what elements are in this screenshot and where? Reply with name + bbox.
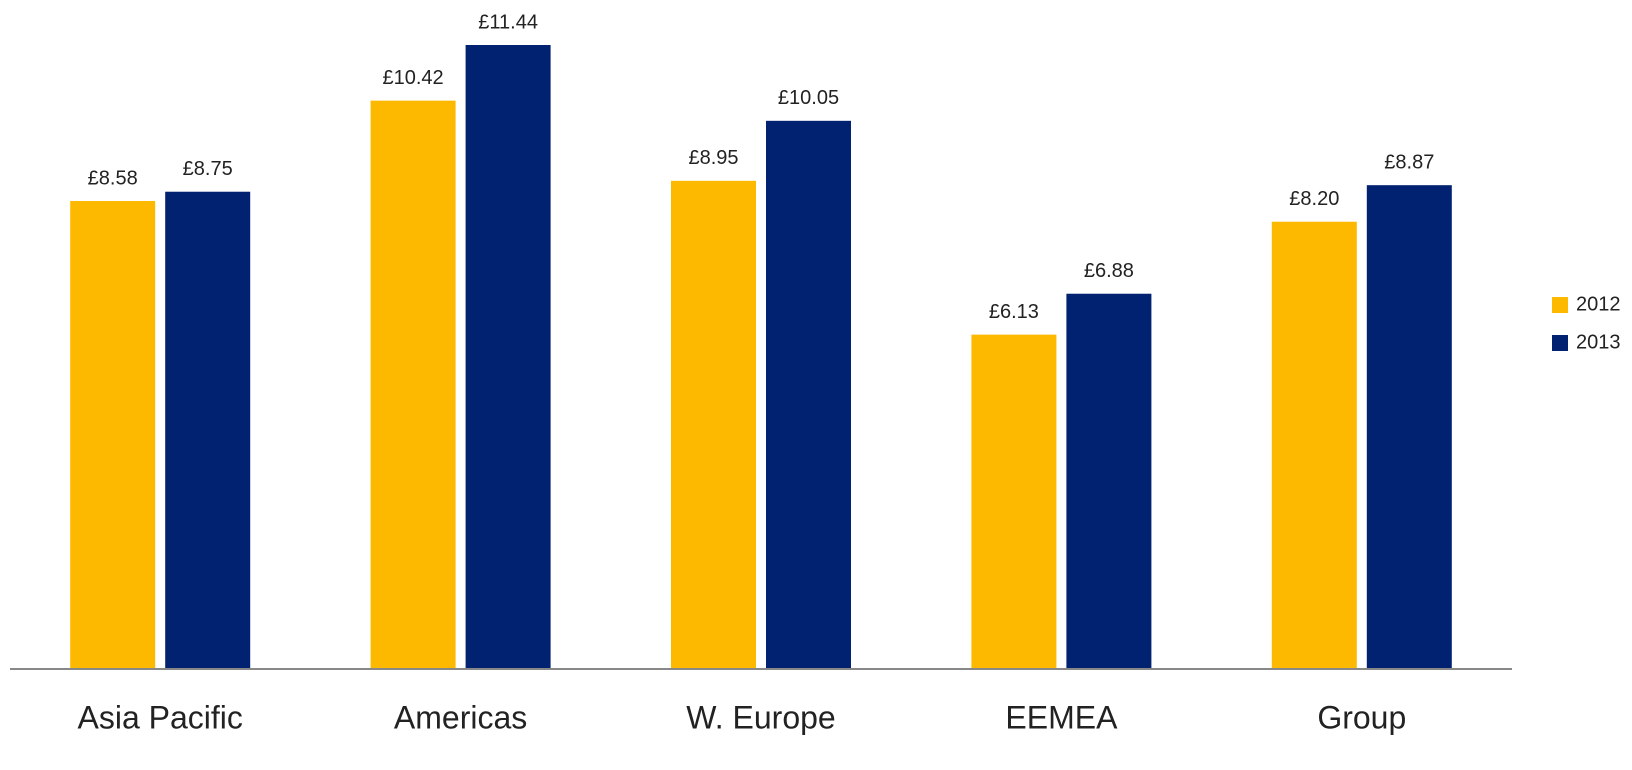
legend-swatch (1552, 297, 1568, 313)
bar (1271, 221, 1357, 669)
data-label: £8.87 (1384, 151, 1434, 173)
x-tick-label: Americas (394, 699, 527, 735)
bar (671, 180, 756, 669)
legend-swatch (1552, 335, 1568, 351)
data-label: £6.88 (1084, 260, 1134, 282)
legend-label: 2013 (1576, 331, 1621, 353)
data-label: £10.05 (778, 87, 839, 109)
data-label: £8.20 (1289, 188, 1339, 210)
x-tick-label: W. Europe (686, 699, 835, 735)
bar (70, 201, 156, 669)
bar (971, 334, 1057, 669)
bar (766, 120, 851, 670)
x-tick-label: Asia Pacific (78, 699, 243, 735)
data-label: £8.58 (88, 167, 138, 189)
data-label: £11.44 (478, 11, 538, 33)
legend-label: 2012 (1576, 293, 1621, 315)
bar (165, 191, 251, 669)
data-label: £10.42 (383, 67, 444, 89)
x-tick-label: Group (1317, 699, 1406, 735)
bar (1366, 185, 1452, 669)
bar (465, 45, 551, 669)
data-label: £8.95 (688, 147, 738, 169)
bar (1066, 293, 1152, 669)
bar (370, 100, 456, 670)
data-label: £8.75 (183, 158, 233, 180)
x-tick-label: EEMEA (1005, 699, 1118, 735)
data-label: £6.13 (989, 301, 1039, 323)
